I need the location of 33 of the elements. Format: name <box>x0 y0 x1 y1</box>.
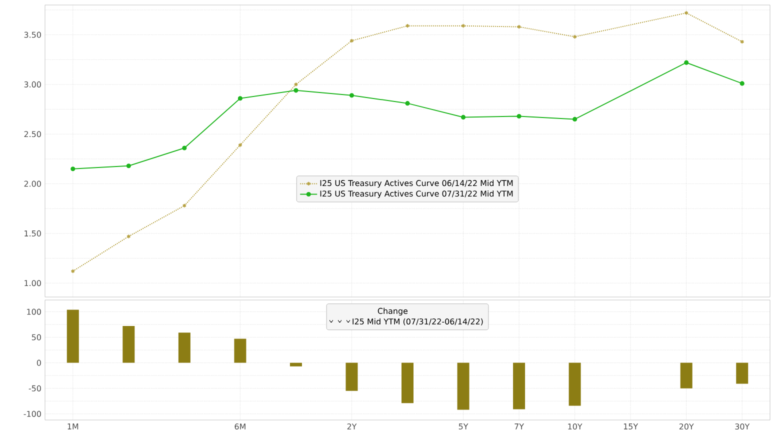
bar <box>178 332 190 363</box>
point <box>70 268 75 274</box>
bar <box>402 362 414 404</box>
point <box>349 93 354 98</box>
point <box>294 82 298 87</box>
point <box>70 166 76 172</box>
point <box>238 96 242 101</box>
bar <box>680 362 692 388</box>
point <box>405 101 410 106</box>
point <box>516 114 522 119</box>
point <box>740 81 744 86</box>
point <box>684 60 689 65</box>
point <box>182 146 187 150</box>
point <box>405 24 410 28</box>
point <box>238 142 242 148</box>
point <box>461 24 466 28</box>
point <box>126 164 131 168</box>
point <box>182 203 186 208</box>
bar <box>568 362 581 406</box>
bar <box>66 310 79 363</box>
bar <box>457 362 470 410</box>
point <box>294 88 298 93</box>
point <box>460 114 466 120</box>
point <box>684 10 688 16</box>
point <box>516 24 522 30</box>
point <box>126 234 131 239</box>
bar <box>513 362 526 410</box>
bar <box>736 362 748 384</box>
bar <box>234 338 246 363</box>
bar <box>346 362 358 391</box>
bar <box>290 362 302 366</box>
bar <box>122 326 135 363</box>
point <box>572 116 578 122</box>
